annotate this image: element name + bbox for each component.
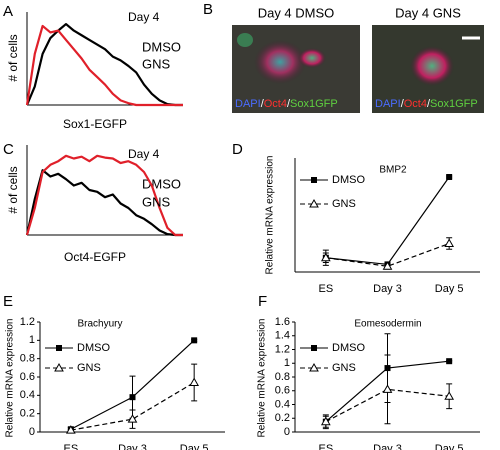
image-title: Day 4 GNS [395,5,461,20]
image-title: Day 4 DMSO [258,5,335,20]
y-axis-label: # of cells [6,166,20,213]
point [444,391,455,400]
chart-title: Eomesodermin [354,319,421,330]
y-tick-label: 1.2 [275,343,290,355]
x-tick-label: ES [318,283,333,295]
x-tick-label: Day 3 [118,443,147,450]
x-tick-label: Day 3 [373,443,402,450]
legend-label: DMSO [77,342,110,354]
legend-label: DMSO [332,174,365,186]
x-tick-label: ES [318,443,333,450]
x-tick-label: Day 5 [435,283,464,295]
legend-marker [311,345,317,351]
legend-marker [54,362,64,372]
series-line [325,176,450,266]
point [127,414,138,423]
legend-marker [309,198,319,208]
legend-label: GNS [142,56,171,71]
panel-letter: B [203,1,213,18]
caption-part: / [427,98,431,110]
chart-title: Brachyury [77,319,122,330]
cell-colony [410,46,454,86]
y-axis-label: Relative mRNA expression [265,156,276,275]
y-axis-label: Relative mRNA expression [257,319,268,438]
caption-part: / [401,98,405,110]
panel-letter: E [3,293,13,310]
point [444,238,455,247]
y-tick-label: 0 [284,426,290,438]
point [446,174,453,180]
y-tick-label: 0.2 [20,408,35,420]
histogram-curve [25,22,183,107]
legend-label: GNS [77,362,101,374]
legend-marker [311,177,317,183]
point [382,261,393,270]
y-tick-label: 0.6 [20,371,35,383]
y-tick-label: 1.2 [20,316,35,328]
caption-part: / [287,98,291,110]
point [189,377,200,386]
point [320,416,331,426]
y-tick-label: 1 [29,334,35,346]
cell-colony [254,40,306,84]
image-caption: DAPI/Oct4/Sox1GFP [375,98,478,110]
x-axis-label: Sox1-EGFP [63,117,127,131]
point [191,337,198,344]
caption-part: Sox1GFP [290,98,338,110]
panel-letter: C [3,141,14,158]
panel-letter: D [232,141,243,158]
y-tick-label: 0 [29,426,35,438]
point [320,252,331,262]
y-tick-label: 1.4 [275,330,290,342]
histogram-curve [25,154,183,237]
annotation: Day 4 [128,147,160,161]
caption-part: Sox1GFP [430,98,478,110]
point [65,425,76,434]
point [382,384,393,393]
chart-title: BMP2 [379,165,407,176]
legend-label: DMSO [142,39,181,54]
caption-part: DAPI [375,98,401,110]
y-tick-label: 0.4 [275,398,290,410]
y-tick-label: 0.6 [275,385,290,397]
x-tick-label: Day 5 [180,443,209,450]
caption-part: Oct4 [264,98,287,110]
caption-part: Oct4 [404,98,427,110]
legend-label: DMSO [332,342,365,354]
series-line [70,381,195,431]
y-tick-label: 0.4 [20,389,35,401]
histogram-curve [25,169,183,237]
point [446,358,453,365]
y-tick-label: 1 [284,357,290,369]
legend-label: GNS [332,362,356,374]
y-tick-label: 0.8 [20,353,35,365]
caption-part: DAPI [235,98,261,110]
histogram-curve [25,24,183,107]
y-tick-label: 1.6 [275,316,290,328]
x-tick-label: Day 5 [435,443,464,450]
x-tick-label: Day 3 [373,283,402,295]
cell-colony [237,33,253,47]
legend-marker [56,345,62,351]
caption-part: / [261,98,265,110]
cell-colony [298,48,326,68]
image-caption: DAPI/Oct4/Sox1GFP [235,98,338,110]
point [129,394,136,401]
y-tick-label: 0.8 [275,371,290,383]
x-tick-label: ES [63,443,78,450]
legend-label: GNS [332,198,356,210]
panel-letter: F [258,293,267,310]
x-axis-label: Oct4-EGFP [64,250,126,264]
panel-letter: A [3,3,13,20]
legend-marker [309,362,319,372]
y-axis-label: Relative mRNA expression [5,319,16,438]
legend-label: GNS [142,194,171,209]
y-tick-label: 0.2 [275,412,290,424]
y-axis-label: # of cells [6,34,20,81]
series-line [325,242,450,267]
annotation: Day 4 [128,10,160,24]
